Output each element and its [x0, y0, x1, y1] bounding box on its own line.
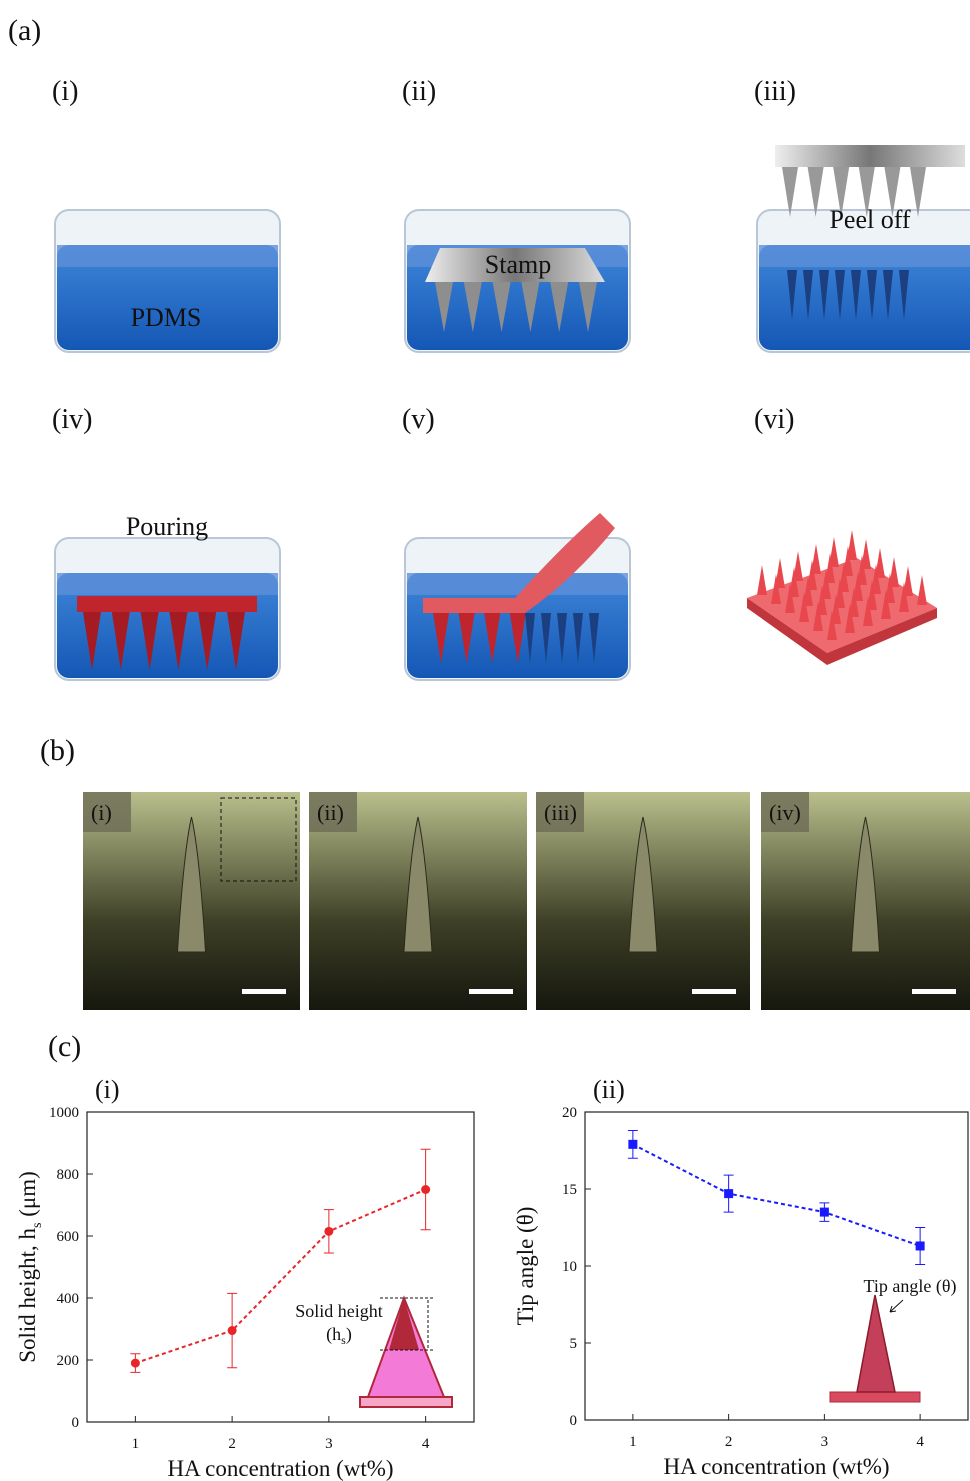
y-axis-label-part: (μm)	[15, 1171, 40, 1222]
plot-frame	[585, 1112, 968, 1420]
x-tick-label: 1	[132, 1436, 140, 1452]
step-label: (v)	[402, 404, 435, 435]
chart-subtitle: (ii)	[593, 1075, 625, 1104]
panel-label: (a)	[8, 14, 41, 47]
inset-label: Tip angle (θ)	[864, 1276, 957, 1297]
micrograph: (ii)	[309, 792, 527, 1010]
illustration	[747, 530, 937, 665]
x-axis-label: HA concentration (wt%)	[663, 1454, 889, 1479]
data-line	[633, 1144, 920, 1246]
surface	[407, 573, 628, 595]
surface	[759, 245, 970, 267]
figure: (a) (b) (c) (i) (ii) (iii) (iv) (v) (vi) PDMS S…	[0, 0, 970, 1481]
y-axis-label: Tip angle (θ)	[513, 1207, 538, 1326]
micrograph-label: (i)	[91, 800, 112, 825]
inset-label: (hs)	[326, 1324, 352, 1347]
data-line	[135, 1190, 425, 1364]
step-label: (iv)	[52, 404, 92, 435]
y-tick-label: 400	[57, 1291, 80, 1307]
y-tick-label: 20	[562, 1105, 577, 1121]
micrograph: (i)	[83, 792, 300, 1010]
step-label: (iii)	[754, 76, 796, 107]
step-label: (ii)	[402, 76, 436, 107]
micrograph: (iii)	[536, 792, 750, 1010]
inset-cone	[857, 1295, 895, 1392]
x-tick-label: 4	[422, 1436, 430, 1452]
surface	[57, 573, 278, 595]
marker	[324, 1227, 333, 1236]
panel-label: (b)	[40, 734, 75, 767]
scale-bar	[912, 989, 956, 994]
illustration	[55, 538, 280, 680]
inset-label-part: (h	[326, 1324, 341, 1345]
marker	[421, 1185, 430, 1194]
chart-subtitle: (i)	[95, 1075, 120, 1104]
scale-bar	[242, 989, 286, 994]
micrograph-label: (iv)	[769, 800, 801, 825]
scale-bar	[469, 989, 513, 994]
mold	[77, 596, 257, 612]
y-tick-label: 15	[562, 1182, 577, 1198]
step-text: Stamp	[485, 250, 551, 279]
x-tick-label: 2	[725, 1434, 733, 1450]
inset-label: Solid height	[295, 1301, 383, 1321]
inset-label-part: )	[346, 1324, 352, 1345]
scale-bar	[692, 989, 736, 994]
x-tick-label: 3	[821, 1434, 829, 1450]
step-label: (i)	[52, 76, 78, 107]
inset-arrow	[890, 1300, 903, 1312]
step-label: (vi)	[754, 404, 794, 435]
surface	[57, 245, 278, 267]
illustration	[405, 513, 630, 680]
marker	[228, 1326, 237, 1335]
x-tick-label: 1	[629, 1434, 637, 1450]
y-tick-label: 10	[562, 1259, 577, 1275]
micrograph-label: (ii)	[317, 800, 344, 825]
x-axis-label: HA concentration (wt%)	[167, 1456, 393, 1481]
step-text: PDMS	[131, 303, 202, 332]
micrograph: (iv)	[761, 792, 970, 1010]
x-tick-label: 3	[325, 1436, 333, 1452]
marker	[916, 1241, 925, 1250]
step-text: Peel off	[829, 205, 910, 234]
y-axis-label-part: Solid height, h	[15, 1227, 40, 1362]
illustration	[757, 145, 970, 352]
cone	[757, 565, 767, 595]
micrograph-label: (iii)	[544, 800, 577, 825]
marker	[820, 1208, 829, 1217]
inset-base	[830, 1392, 920, 1402]
y-tick-label: 800	[57, 1167, 80, 1183]
y-tick-label: 0	[570, 1413, 578, 1429]
y-tick-label: 600	[57, 1229, 80, 1245]
y-tick-label: 200	[57, 1353, 80, 1369]
panel-label: (c)	[48, 1030, 81, 1063]
stamp	[775, 145, 965, 167]
marker	[724, 1189, 733, 1198]
marker	[131, 1359, 140, 1368]
illustration	[405, 210, 630, 352]
x-tick-label: 4	[916, 1434, 924, 1450]
cone	[917, 575, 927, 605]
inset-base	[360, 1397, 452, 1407]
y-axis-label: Solid height, hs (μm)	[15, 1171, 45, 1363]
step-text: Pouring	[126, 512, 208, 541]
y-axis-label-part: Tip angle (θ)	[513, 1207, 538, 1326]
marker	[628, 1140, 637, 1149]
x-tick-label: 2	[228, 1436, 236, 1452]
y-tick-label: 5	[570, 1336, 578, 1352]
y-tick-label: 1000	[49, 1105, 79, 1121]
y-tick-label: 0	[72, 1415, 80, 1431]
